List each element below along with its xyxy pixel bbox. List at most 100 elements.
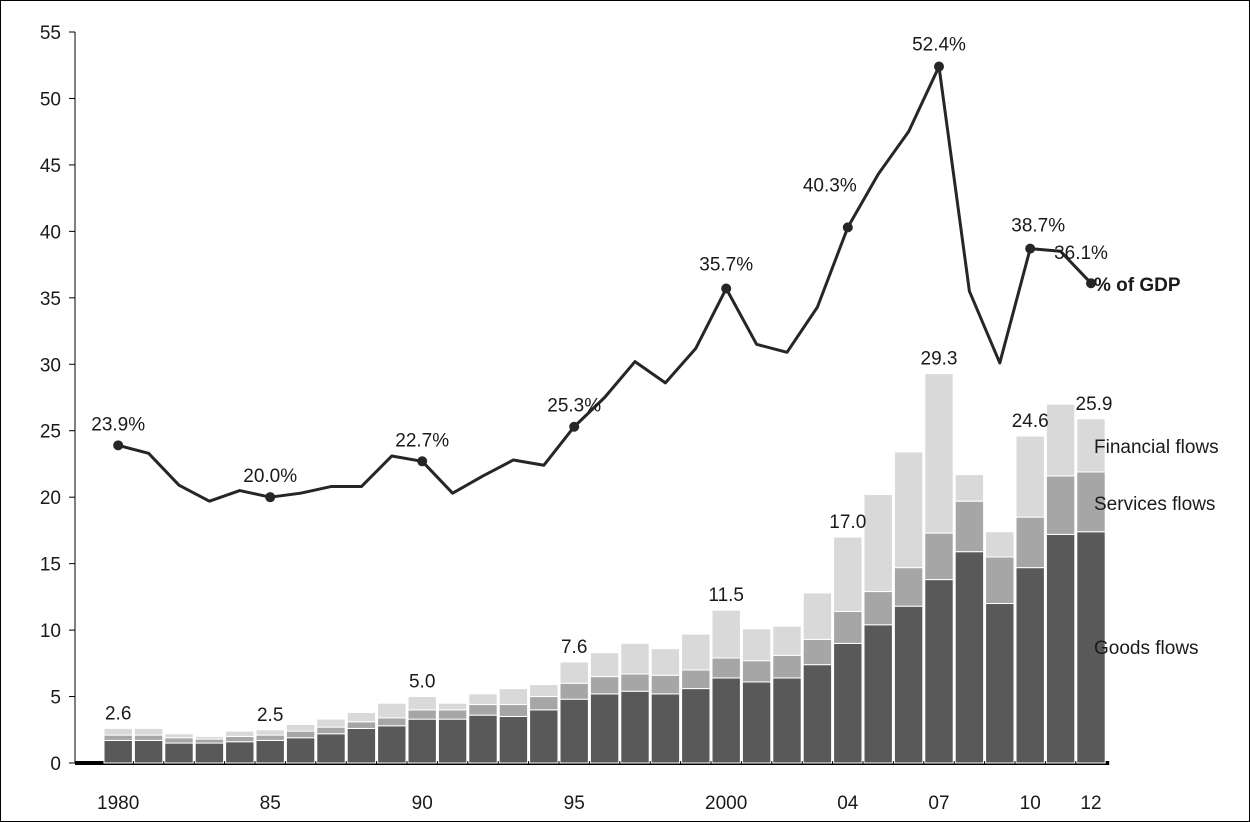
goods-bar-segment bbox=[346, 727, 377, 764]
gdp-point-marker bbox=[113, 440, 124, 451]
x-tick-label: 1980 bbox=[97, 793, 139, 814]
goods-bar-segment bbox=[954, 551, 985, 764]
y-tick-label: 5 bbox=[50, 688, 61, 709]
legend-services-flows: Services flows bbox=[1094, 494, 1215, 515]
bar-total-label: 11.5 bbox=[708, 585, 744, 606]
services-bar-segment bbox=[377, 717, 407, 727]
goods-bar-segment bbox=[681, 688, 711, 764]
financial-bar-segment bbox=[529, 684, 559, 698]
gdp-line-layer: 23.9% 20.0% 22.7% 25.3% 35.7% 40.3% 52.4% 38.7%… bbox=[91, 35, 1181, 503]
y-tick-label: 35 bbox=[40, 289, 61, 310]
y-tick-label: 25 bbox=[40, 422, 61, 443]
goods-bar-segment bbox=[893, 605, 924, 764]
y-tick-label: 10 bbox=[40, 621, 61, 642]
goods-bar-segment bbox=[164, 742, 194, 764]
financial-bar-segment bbox=[772, 625, 802, 656]
services-bar-segment bbox=[498, 704, 529, 717]
goods-bar-segment bbox=[133, 739, 164, 764]
gdp-point-label: 20.0% bbox=[243, 466, 297, 487]
financial-bar-segment bbox=[802, 592, 833, 640]
goods-bar-segment bbox=[985, 603, 1015, 764]
financial-bar-segment bbox=[741, 628, 772, 662]
y-tick-label: 55 bbox=[40, 23, 61, 44]
services-bar-segment bbox=[802, 638, 833, 666]
financial-bar-segment bbox=[285, 723, 316, 732]
services-bar-segment bbox=[954, 500, 985, 553]
financial-bar-segment bbox=[893, 451, 924, 569]
services-bar-segment bbox=[741, 660, 772, 683]
financial-bar-segment bbox=[985, 531, 1015, 558]
bar-total-label: 29.3 bbox=[921, 349, 958, 370]
financial-bar-segment bbox=[711, 609, 741, 659]
bar-data-labels: 2.6 2.5 5.0 7.6 11.5 17.0 29.3 24.6 25.9 bbox=[105, 349, 1113, 726]
gdp-point-marker bbox=[842, 222, 853, 233]
gdp-point-marker bbox=[934, 61, 944, 72]
goods-bar-segment bbox=[529, 709, 559, 764]
goods-bar-segment bbox=[225, 741, 255, 764]
x-tick-label: 90 bbox=[412, 793, 433, 814]
bar-total-label: 25.9 bbox=[1076, 394, 1113, 415]
goods-bar-segment bbox=[741, 681, 772, 764]
x-tick-label: 95 bbox=[564, 793, 585, 814]
services-bar-segment bbox=[772, 654, 802, 679]
financial-bar-segment bbox=[407, 696, 437, 711]
y-tick-label: 50 bbox=[40, 89, 61, 110]
gdp-point-marker bbox=[1086, 278, 1096, 289]
financial-bar-segment bbox=[377, 702, 407, 719]
financial-bar-segment bbox=[316, 718, 346, 728]
services-bar-segment bbox=[103, 734, 133, 741]
x-tick-label: 2000 bbox=[705, 793, 747, 814]
financial-bar-segment bbox=[194, 735, 225, 740]
financial-bar-segment bbox=[133, 727, 164, 736]
services-bar-segment bbox=[255, 734, 285, 741]
goods-bar-segment bbox=[802, 664, 833, 764]
goods-bar-segment bbox=[377, 725, 407, 764]
services-bar-segment bbox=[285, 730, 316, 739]
goods-bar-segment bbox=[833, 642, 863, 764]
financial-bar-segment bbox=[164, 733, 194, 739]
gdp-point-label: 35.7% bbox=[699, 255, 753, 276]
y-tick-label: 30 bbox=[40, 355, 61, 376]
services-bar-segment bbox=[1076, 471, 1106, 533]
financial-bar-segment bbox=[1076, 418, 1106, 473]
bar-total-label: 7.6 bbox=[561, 637, 587, 658]
financial-bar-segment bbox=[468, 693, 498, 706]
financial-bar-segment bbox=[589, 652, 620, 678]
financial-bar-segment bbox=[437, 702, 468, 711]
financial-bar-segment bbox=[225, 730, 255, 737]
gdp-line bbox=[117, 65, 1093, 503]
gdp-point-label: 52.4% bbox=[912, 35, 966, 56]
goods-bar-segment bbox=[1015, 567, 1045, 764]
goods-bar-segment bbox=[589, 693, 620, 764]
y-tick-label: 0 bbox=[50, 754, 61, 775]
gdp-point-marker bbox=[721, 283, 732, 294]
goods-bar-segment bbox=[559, 698, 589, 764]
goods-bar-segment bbox=[650, 693, 681, 764]
bar-total-label: 17.0 bbox=[829, 512, 866, 533]
financial-bar-segment bbox=[103, 727, 133, 736]
services-bar-segment bbox=[346, 721, 377, 729]
goods-bar-segment bbox=[437, 718, 468, 764]
gdp-point-marker bbox=[417, 456, 428, 467]
legend: Financial flows Services flows Goods flows bbox=[1094, 437, 1219, 659]
financial-bar-segment bbox=[863, 494, 893, 593]
services-bar-segment bbox=[620, 673, 650, 692]
gdp-series-label: % of GDP bbox=[1094, 275, 1181, 296]
legend-goods-flows: Goods flows bbox=[1094, 638, 1199, 659]
gdp-point-marker bbox=[265, 492, 276, 503]
services-bar-segment bbox=[985, 556, 1015, 605]
goods-bar-segment bbox=[863, 624, 893, 764]
x-tick-label: 85 bbox=[260, 793, 281, 814]
bar-total-label: 5.0 bbox=[409, 672, 435, 693]
gdp-point-label: 25.3% bbox=[547, 396, 601, 417]
x-tick-label: 10 bbox=[1020, 793, 1041, 814]
services-bar-segment bbox=[1015, 516, 1045, 569]
y-tick-label: 15 bbox=[40, 555, 61, 576]
gdp-point-label: 36.1% bbox=[1054, 243, 1108, 264]
y-axis: 0 5 10 15 20 25 30 35 40 45 50 55 bbox=[40, 23, 76, 775]
gdp-point-label: 40.3% bbox=[803, 175, 857, 196]
financial-bar-segment bbox=[1015, 435, 1045, 518]
services-bar-segment bbox=[133, 734, 164, 741]
x-tick-label: 12 bbox=[1080, 793, 1101, 814]
